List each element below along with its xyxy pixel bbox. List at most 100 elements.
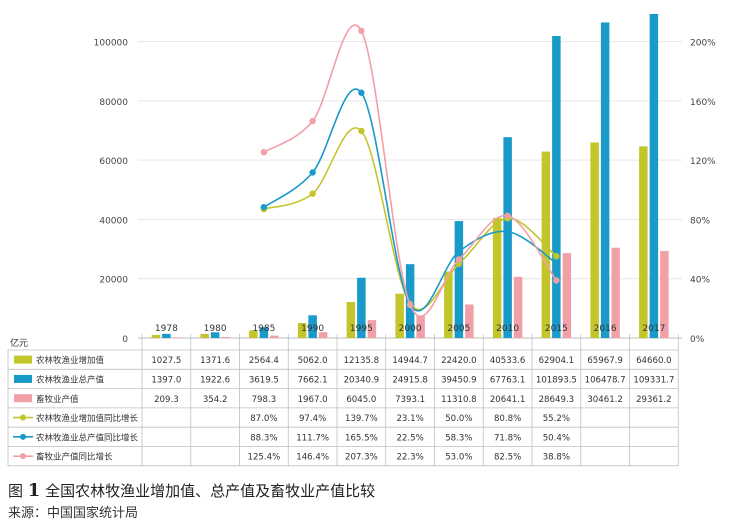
caption-prefix: 图 [8,482,24,500]
table-cell: 29361.2 [636,395,672,405]
table-cell: 798.3 [252,395,277,405]
figure-source: 来源：中国国家统计局 [8,506,139,521]
bar [200,333,209,338]
legend-swatch [14,374,32,383]
table-cell: 111.7% [296,433,329,443]
table-cell: 7662.1 [298,375,328,385]
line-point [358,27,365,35]
table-cell: 106478.7 [585,375,626,385]
bar [649,13,659,339]
legend-marker [20,414,26,421]
legend-swatch [14,355,32,364]
y-right-tick-label: 200% [690,39,716,49]
bar [660,250,669,338]
x-tick-label: 1995 [350,324,373,334]
bar [492,217,502,338]
table-cell: 87.0% [250,414,277,424]
bar [151,334,161,338]
caption-number: 1 [27,480,41,501]
y-left-tick-label: 80000 [99,98,128,108]
bar [611,247,620,338]
table-cell: 22.3% [396,453,423,463]
x-tick-label: 1980 [204,324,227,334]
table-cell: 67763.1 [490,375,526,385]
bar [590,142,599,338]
bar [259,327,269,338]
bar [454,221,464,338]
line-point [504,228,511,235]
table-cell: 5062.0 [298,356,328,366]
chart-svg: 0 20000 40000 60000 80000 100000 0% 40% 80% 120% 1… [7,13,716,467]
table-cell: 1397.0 [151,375,181,385]
legend-label: 农林牧渔业总产值 [36,374,105,385]
bar [308,315,317,338]
caption-text: 全国农林牧渔业增加值、总产值及畜牧业产值比较 [45,482,376,500]
line-point [309,190,316,197]
bar [416,316,425,338]
line-point [504,212,511,219]
line-point [358,127,365,135]
table-cell: 146.4% [296,453,329,463]
table-cell: 22.5% [396,433,423,443]
legend-label: 农林牧渔业增加值 [36,355,105,366]
table-cell: 12135.8 [344,356,380,366]
line-point [553,260,560,267]
table-cell: 24915.8 [392,375,428,385]
x-tick-label: 2016 [594,324,617,334]
line-point [260,203,268,211]
table-cell: 207.3% [345,453,378,463]
y-left-tick-label: 100000 [94,39,129,49]
table-cell: 50.4% [543,433,570,443]
figure-caption: 图 1 全国农林牧渔业增加值、总产值及畜牧业产值比较 [8,480,375,501]
table-cell: 209.3 [154,395,179,405]
table-cell: 354.2 [203,395,228,405]
table-cell: 23.1% [396,414,423,424]
table-cell: 1371.6 [200,356,230,366]
y-left-tick-label: 0 [122,335,128,345]
bar [297,322,307,338]
table-cell: 6045.0 [346,395,376,405]
table-cell: 97.4% [299,414,326,424]
y-left-tick-label: 40000 [99,216,128,226]
table-cell: 82.5% [494,453,521,463]
bar [270,335,279,338]
table-cell: 88.3% [250,433,277,443]
bar [562,253,572,338]
bar [552,36,561,338]
x-tick-label: 2005 [447,324,470,334]
line-point [406,301,414,309]
bar [503,137,512,338]
line-point [553,253,560,260]
table-cell: 28649.3 [539,395,575,405]
table-cell: 39450.9 [441,375,477,385]
legend-swatch [14,394,32,403]
table-cell: 30461.2 [587,395,623,405]
legend-marker [20,453,26,460]
y-right-tick-label: 160% [690,98,716,108]
table-cell: 65967.9 [587,356,623,366]
bar [221,336,230,338]
table-cell: 50.0% [445,414,472,424]
bar [210,332,220,338]
table-cell: 64660.0 [636,356,672,366]
line-point [455,248,463,255]
x-tick-label: 2015 [545,324,568,334]
line-point [260,148,268,156]
table-cell: 7393.1 [395,395,425,405]
bar [346,302,356,338]
legend-label: 农林牧渔业总产值同比增长 [36,432,139,443]
y-right-tick-label: 0% [690,335,705,345]
table-cell: 71.8% [494,433,521,443]
bar [318,332,328,338]
bar [395,293,404,338]
bar [639,146,648,338]
table-cell: 11310.8 [441,395,477,405]
table-cell: 1027.5 [151,356,181,366]
y-right-tick-label: 120% [690,157,716,167]
table-cell: 20641.1 [490,395,526,405]
legend-label: 农林牧渔业增加值同比增长 [36,413,139,424]
table-cell: 20340.9 [344,375,380,385]
series-line [263,88,557,312]
table-cell: 125.4% [247,453,280,463]
